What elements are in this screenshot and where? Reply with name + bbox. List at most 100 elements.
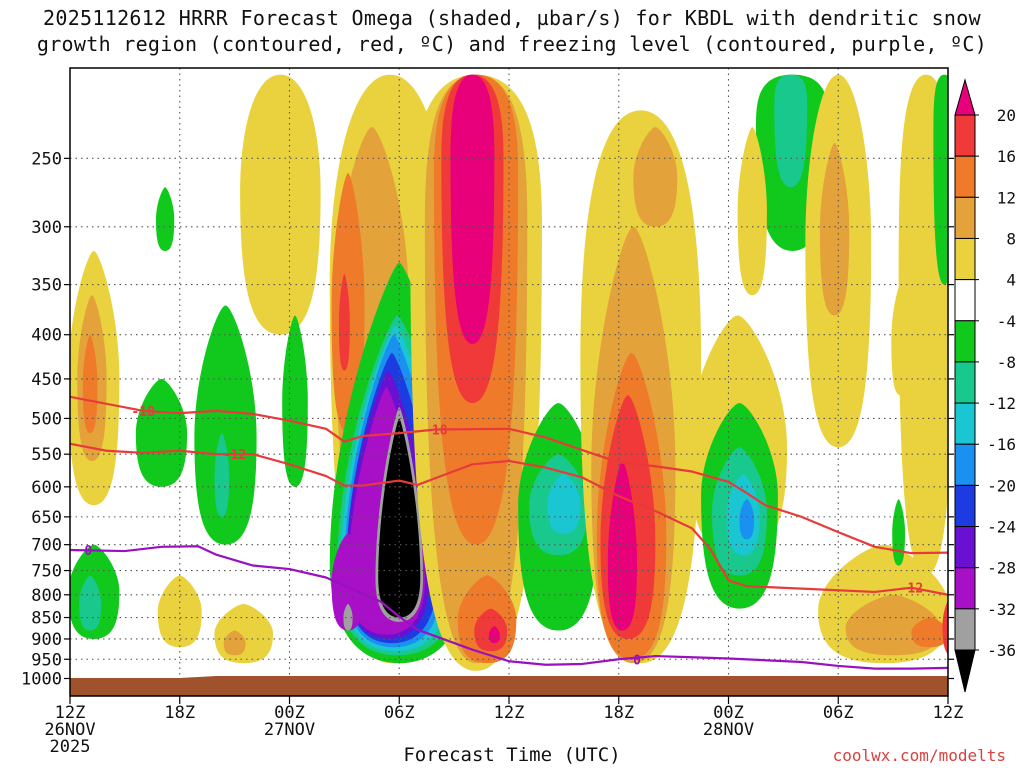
x-tick-date-36: 28NOV (703, 720, 754, 740)
colorbar-label-3: 8 (1006, 229, 1016, 248)
colorbar-bin-0 (954, 78, 976, 116)
omega-cell-02z-upper-teal (774, 74, 808, 188)
colorbar-bin-10 (954, 484, 976, 528)
y-tick-label-600: 600 (31, 478, 62, 498)
omega-cell-18z-magenta (607, 460, 638, 631)
contour-label-0-1: -18 (424, 424, 448, 439)
y-tick-label-550: 550 (31, 445, 62, 465)
y-tick-label-900: 900 (31, 630, 62, 650)
colorbar-bin-8 (954, 402, 976, 445)
omega-cell-21z-gold-low (223, 630, 246, 656)
colorbar-bin-14 (954, 649, 976, 693)
colorbar-label-0: 20 (997, 106, 1016, 125)
colorbar-bin-11 (954, 526, 976, 569)
y-tick-label-700: 700 (31, 536, 62, 556)
x-tick-label-42: 06Z (823, 703, 854, 723)
contour-line-0 (70, 395, 948, 555)
y-tick-label-400: 400 (31, 326, 62, 346)
terrain-surface (70, 676, 948, 696)
colorbar-label-11: -28 (987, 559, 1016, 578)
isotherm-contours: -18 -18 -12 -12 0 0 (70, 395, 948, 670)
colorbar-bin-13 (954, 608, 976, 651)
omega-cell-right-red-edge (942, 599, 948, 654)
x-tick-label-24: 12Z (494, 703, 525, 723)
omega-cell-01z-upper-yellow (737, 127, 767, 296)
colorbar-bin-3 (954, 196, 976, 239)
x-tick-date-12: 27NOV (264, 720, 315, 740)
colorbar-label-2: 12 (997, 188, 1016, 207)
omega-cell-18z-green (135, 378, 188, 487)
y-tick-label-800: 800 (31, 586, 62, 606)
contour-label-1-1: -12 (900, 582, 923, 597)
contour-label-1-0: -12 (223, 448, 246, 463)
colorbar-label-6: -8 (997, 353, 1016, 372)
omega-core-violet-low (331, 533, 365, 631)
x-axis-label: Forecast Time (UTC) (403, 744, 621, 766)
omega-cell-23z-upper-yellow (240, 74, 321, 335)
x-tick-label-12: 00Z (274, 703, 305, 723)
x-tick-label-30: 18Z (603, 703, 634, 723)
omega-column-magenta (450, 74, 495, 344)
contour-label-0-0: -18 (131, 405, 155, 420)
omega-cell-05z-upper-gold (819, 143, 850, 316)
x-tick-date-0: 26NOV (44, 720, 95, 740)
colorbar-label-12: -32 (987, 600, 1016, 619)
y-tick-label-1000: 1000 (21, 670, 62, 690)
x-tick-label-6: 18Z (164, 703, 195, 723)
omega-cell-18z-green-upper (155, 187, 175, 251)
omega-cell-left-orange (82, 334, 98, 434)
chart-title-line-2: growth region (contoured, red, ºC) and f… (36, 32, 988, 56)
colorbar-bin-7 (954, 361, 976, 404)
omega-cell-right-green-small (892, 499, 906, 566)
colorbar-label-4: 4 (1006, 271, 1016, 290)
y-axis: 2503003504004505005506006507007508008509… (21, 149, 954, 690)
omega-cell-15z-cyan (547, 474, 581, 534)
contour-label-2-1: 0 (633, 653, 641, 668)
y-tick-label-500: 500 (31, 409, 62, 429)
y-tick-label-250: 250 (31, 149, 62, 169)
omega-cell-left-teal-low (79, 575, 102, 631)
colorbar-label-13: -36 (987, 641, 1016, 660)
colorbar-label-8: -16 (987, 435, 1016, 454)
contour-line-2 (70, 545, 948, 670)
colorbar-bin-12 (954, 567, 976, 610)
colorbar-label-10: -24 (987, 518, 1016, 537)
colorbar-bin-2 (954, 155, 976, 198)
colorbar-label-9: -20 (987, 476, 1016, 495)
contour-label-2-0: 0 (84, 544, 92, 559)
omega-cell-00z28-blue (739, 499, 755, 540)
omega-cell-right-orange-low (911, 617, 948, 648)
colorbar-bin-6 (954, 320, 976, 363)
contour-line-1 (70, 442, 948, 596)
chart-title-line-1: 2025112612 HRRR Forecast Omega (shaded, … (43, 6, 981, 30)
omega-cell-04z-red (338, 273, 350, 371)
colorbar-label-5: -4 (997, 312, 1016, 331)
omega-cell-right-upper-green (933, 74, 948, 285)
colorbar-label-1: 16 (997, 147, 1016, 166)
y-tick-label-950: 950 (31, 650, 62, 670)
x-tick-label-36: 00Z (713, 703, 744, 723)
colorbar-bin-4 (954, 237, 976, 281)
omega-cell-00z-green (282, 315, 308, 487)
colorbar-label-7: -12 (987, 394, 1016, 413)
omega-cell-right-mid-yellow (891, 284, 910, 396)
y-tick-label-300: 300 (31, 218, 62, 238)
omega-shaded-field (70, 74, 948, 671)
omega-column-low-magenta (488, 626, 500, 644)
omega-cell-19z-yellow-low (157, 575, 202, 648)
y-tick-label-850: 850 (31, 609, 62, 629)
terrain-fill (70, 676, 948, 696)
x-tick-year-0: 2025 (50, 737, 91, 757)
omega-core-gray-low (343, 604, 353, 631)
colorbar-bin-1 (954, 114, 976, 157)
y-tick-label-750: 750 (31, 562, 62, 582)
colorbar-bin-9 (954, 443, 976, 486)
omega-core-black (378, 418, 421, 618)
x-tick-label-0: 12Z (55, 703, 86, 723)
x-tick-label-18: 06Z (384, 703, 415, 723)
credit-link[interactable]: coolwx.com/modelts (832, 746, 1006, 765)
y-tick-label-650: 650 (31, 508, 62, 528)
omega-cell-20z-green (194, 305, 257, 545)
y-tick-label-450: 450 (31, 370, 62, 390)
